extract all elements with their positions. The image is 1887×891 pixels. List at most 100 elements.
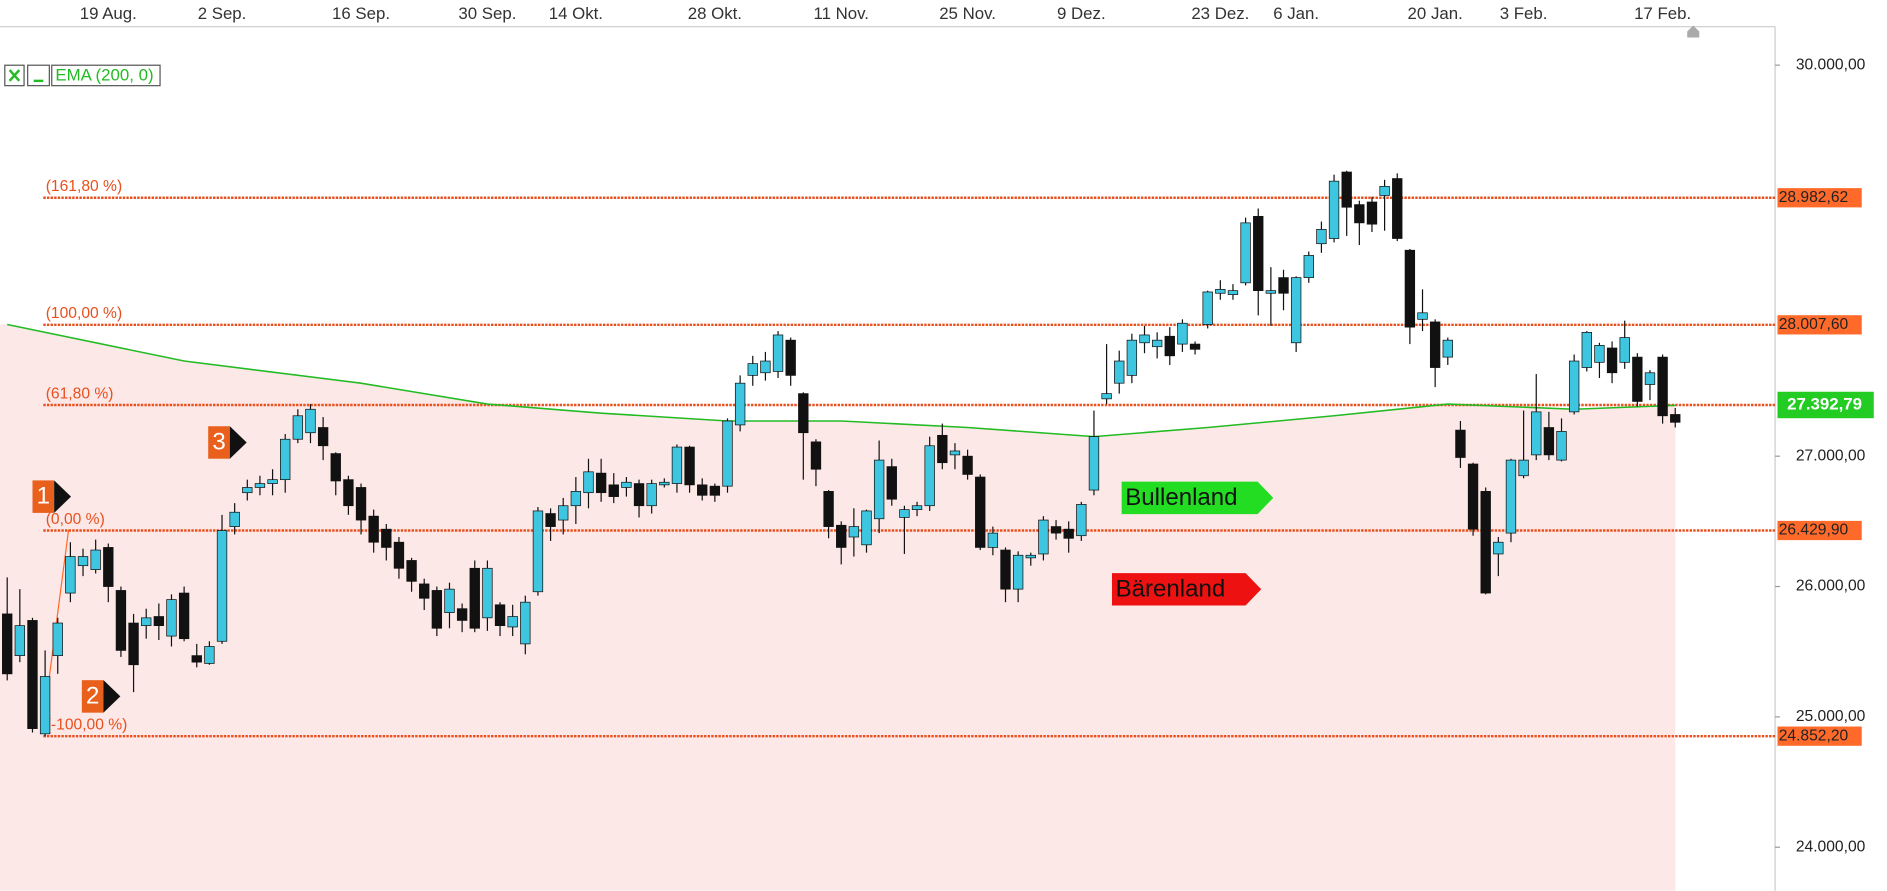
candle-body <box>1012 554 1024 590</box>
marker-label: 3 <box>212 428 225 455</box>
candle-body <box>1189 343 1201 350</box>
candle-body <box>520 601 531 645</box>
candle-body <box>1076 504 1087 537</box>
candle-body <box>836 524 847 548</box>
candle-body <box>1126 339 1138 376</box>
candle-body <box>1265 290 1277 294</box>
x-tick-label: 2 Sep. <box>198 4 247 23</box>
candle-body <box>444 588 455 613</box>
candle-body <box>103 547 114 587</box>
candle-body <box>1417 312 1428 320</box>
x-tick-label: 28 Okt. <box>688 4 742 23</box>
candle-body <box>873 459 885 520</box>
candle-body <box>141 617 152 627</box>
annotation-arrow <box>1111 573 1262 606</box>
candle-body <box>798 393 809 434</box>
x-tick-label: 20 Jan. <box>1408 4 1463 23</box>
candle-body <box>1328 180 1340 239</box>
candle-body <box>924 445 935 507</box>
candle-body <box>229 511 240 527</box>
candle-body <box>1303 255 1314 278</box>
candle-body <box>532 510 544 593</box>
legend: EMA (200, 0) <box>4 64 161 87</box>
candle-body <box>886 466 897 500</box>
x-tick-label: 9 Dez. <box>1057 4 1106 23</box>
candle-body <box>153 616 165 627</box>
candle-body <box>1480 491 1491 594</box>
candle-body <box>90 549 101 570</box>
candle-body <box>823 491 834 527</box>
candle-body <box>216 530 228 642</box>
candle-body <box>848 526 860 538</box>
candle-body <box>115 590 127 651</box>
candle-body <box>1316 229 1327 245</box>
axis-value-box <box>1777 391 1874 419</box>
candle-body <box>1341 171 1352 208</box>
candle-body <box>1632 356 1643 402</box>
candle-body <box>1164 335 1175 357</box>
candle-body <box>684 446 695 486</box>
candle-body <box>317 427 329 447</box>
candle-body <box>1493 541 1504 555</box>
legend-hide-button[interactable] <box>27 64 50 87</box>
candle-body <box>659 481 670 486</box>
candle-body <box>1467 463 1479 530</box>
candle-body <box>1543 427 1555 456</box>
candle-body <box>987 532 999 548</box>
fib-level-label: (161,80 %) <box>46 178 122 195</box>
axis-value-box <box>1777 520 1862 541</box>
legend-label: EMA (200, 0) <box>55 65 153 84</box>
candle-body <box>1366 201 1378 225</box>
background <box>0 324 1676 891</box>
candle-body <box>1202 291 1213 325</box>
candle-body <box>1379 186 1390 196</box>
candle-body <box>1505 459 1517 534</box>
candle-body <box>734 382 746 426</box>
candle-body <box>393 541 405 569</box>
candle-body <box>697 484 708 496</box>
candle-body <box>1088 436 1100 491</box>
candle-body <box>1050 526 1062 534</box>
ema-line <box>7 323 1676 438</box>
candle-body <box>1253 215 1264 292</box>
candle-body <box>1278 277 1289 294</box>
x-tick-label: 17 Feb. <box>1634 4 1691 23</box>
annotation-arrow <box>1121 481 1274 515</box>
candle-body <box>1644 372 1656 385</box>
y-tick-label: 25.000,00 <box>1796 708 1866 725</box>
fib-level-label: (61,80 %) <box>46 385 114 402</box>
candle-body <box>1000 549 1011 590</box>
candle-body <box>128 622 139 666</box>
candle-body <box>709 485 721 496</box>
candle-body <box>722 420 733 487</box>
candle-body <box>1429 321 1441 368</box>
candle-body <box>280 438 291 481</box>
candle-body <box>419 583 430 599</box>
y-tick-label: 30.000,00 <box>1796 56 1866 73</box>
candle-body <box>52 622 63 656</box>
candle-body <box>381 528 392 548</box>
candle-body <box>545 513 556 527</box>
candle-body <box>1455 429 1466 458</box>
candle-body <box>65 556 76 594</box>
candle-body <box>292 415 304 440</box>
candle-body <box>494 604 506 627</box>
candle-body <box>785 339 796 376</box>
candle-body <box>911 505 923 510</box>
candle-body <box>355 487 367 521</box>
y-tick-label: 26.000,00 <box>1796 578 1866 595</box>
x-tick-label: 30 Sep. <box>458 4 516 23</box>
candle-body <box>1215 288 1226 294</box>
candle-body <box>1606 347 1618 374</box>
candle-body <box>772 334 784 372</box>
fib-level-label: (100,00 %) <box>46 305 122 322</box>
candle-body <box>1670 414 1681 423</box>
marker-box <box>81 680 104 713</box>
candle-body <box>1518 459 1529 477</box>
candle-body <box>899 509 910 518</box>
candle-body <box>1556 431 1567 461</box>
candle-body <box>406 560 417 582</box>
candle-body <box>1442 339 1453 358</box>
y-tick-label: 24.000,00 <box>1796 838 1866 855</box>
close-icon <box>8 69 21 82</box>
